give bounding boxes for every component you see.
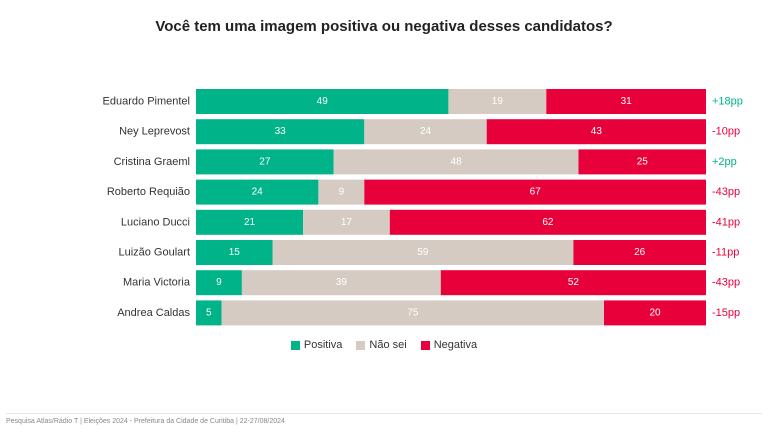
legend-label-nao-sei: Não sei bbox=[369, 339, 407, 351]
net-label-cristina-graeml: +2pp bbox=[712, 156, 737, 168]
bar-segment-nao-sei-luciano-ducci bbox=[303, 209, 390, 235]
data-label-positiva-roberto-requiao: 24 bbox=[252, 187, 264, 198]
data-label-negativa-maria-victoria: 52 bbox=[568, 277, 580, 288]
data-label-negativa-luciano-ducci: 62 bbox=[542, 217, 554, 228]
bar-segment-negativa-maria-victoria bbox=[440, 270, 706, 296]
bar-segment-negativa-ney-leprevost bbox=[486, 119, 706, 145]
net-label-maria-victoria: -43pp bbox=[712, 277, 740, 289]
bar-segment-negativa-luizao-goulart bbox=[573, 240, 706, 265]
category-label-maria-victoria: Maria Victoria bbox=[123, 277, 191, 289]
net-label-luciano-ducci: -41pp bbox=[712, 216, 740, 228]
bar-segment-nao-sei-eduardo-pimentel bbox=[448, 89, 547, 114]
data-label-nao-sei-roberto-requiao: 9 bbox=[339, 187, 345, 198]
data-label-nao-sei-luciano-ducci: 17 bbox=[341, 217, 353, 228]
bar-segment-nao-sei-luizao-goulart bbox=[272, 240, 574, 265]
category-label-luizao-goulart: Luizão Goulart bbox=[118, 247, 190, 259]
legend: Positiva Não sei Negativa bbox=[0, 339, 768, 351]
data-label-negativa-ney-leprevost: 43 bbox=[591, 126, 603, 137]
chart-title: Você tem uma imagem positiva ou negativa… bbox=[155, 18, 613, 35]
data-label-positiva-ney-leprevost: 33 bbox=[275, 126, 287, 137]
bar-segment-nao-sei-ney-leprevost bbox=[364, 119, 487, 145]
legend-label-positiva: Positiva bbox=[303, 339, 343, 351]
data-label-negativa-eduardo-pimentel: 31 bbox=[621, 96, 633, 107]
data-label-negativa-andrea-caldas: 20 bbox=[649, 307, 661, 318]
data-label-nao-sei-cristina-graeml: 48 bbox=[451, 156, 463, 167]
legend-swatch-nao-sei bbox=[356, 340, 366, 350]
data-label-positiva-andrea-caldas: 5 bbox=[206, 307, 212, 318]
legend-item-positiva: Positiva bbox=[290, 339, 343, 351]
bar-segment-positiva-cristina-graeml bbox=[196, 149, 334, 175]
bar-segment-negativa-luciano-ducci bbox=[389, 209, 706, 235]
legend-label-negativa: Negativa bbox=[433, 339, 478, 351]
net-label-andrea-caldas: -15pp bbox=[712, 307, 740, 319]
category-label-andrea-caldas: Andrea Caldas bbox=[117, 307, 190, 319]
bar-segment-negativa-eduardo-pimentel bbox=[546, 89, 706, 114]
data-label-negativa-luizao-goulart: 26 bbox=[634, 247, 646, 258]
data-label-positiva-maria-victoria: 9 bbox=[216, 277, 222, 288]
legend-item-nao-sei: Não sei bbox=[356, 339, 407, 351]
legend-swatch-negativa bbox=[420, 340, 430, 350]
bar-segment-positiva-luizao-goulart bbox=[196, 240, 273, 265]
data-label-positiva-luciano-ducci: 21 bbox=[244, 217, 256, 228]
category-label-cristina-graeml: Cristina Graeml bbox=[114, 156, 190, 168]
bar-segment-positiva-luciano-ducci bbox=[196, 209, 304, 235]
bar-segment-positiva-maria-victoria bbox=[196, 270, 242, 296]
bar-segment-nao-sei-cristina-graeml bbox=[333, 149, 579, 175]
footer-divider bbox=[6, 413, 762, 414]
bar-segment-negativa-roberto-requiao bbox=[364, 179, 706, 205]
bar-segment-negativa-cristina-graeml bbox=[578, 149, 706, 175]
bar-segment-nao-sei-andrea-caldas bbox=[221, 300, 604, 326]
bar-segment-positiva-roberto-requiao bbox=[196, 179, 319, 205]
data-label-nao-sei-eduardo-pimentel: 19 bbox=[492, 96, 504, 107]
legend-swatch-positiva bbox=[290, 340, 300, 350]
data-label-positiva-eduardo-pimentel: 49 bbox=[317, 96, 329, 107]
net-label-luizao-goulart: -11pp bbox=[712, 247, 739, 259]
net-label-roberto-requiao: -43pp bbox=[712, 186, 740, 198]
bar-segment-nao-sei-roberto-requiao bbox=[318, 179, 365, 205]
category-label-eduardo-pimentel: Eduardo Pimentel bbox=[103, 96, 190, 108]
category-label-ney-leprevost: Ney Leprevost bbox=[119, 126, 190, 138]
footer-source: Pesquisa Atlas/Rádio T | Eleições 2024 -… bbox=[6, 418, 285, 425]
data-label-positiva-luizao-goulart: 15 bbox=[229, 247, 241, 258]
data-label-nao-sei-luizao-goulart: 59 bbox=[417, 247, 429, 258]
net-label-eduardo-pimentel: +18pp bbox=[712, 96, 743, 108]
category-label-roberto-requiao: Roberto Requião bbox=[107, 186, 190, 198]
data-label-nao-sei-ney-leprevost: 24 bbox=[420, 126, 432, 137]
bar-segment-positiva-eduardo-pimentel bbox=[196, 89, 449, 114]
bar-segment-positiva-andrea-caldas bbox=[196, 300, 222, 326]
data-label-positiva-cristina-graeml: 27 bbox=[259, 156, 271, 167]
bar-segment-negativa-andrea-caldas bbox=[604, 300, 706, 326]
data-label-negativa-cristina-graeml: 25 bbox=[637, 156, 649, 167]
net-label-ney-leprevost: -10pp bbox=[712, 126, 740, 138]
data-label-nao-sei-maria-victoria: 39 bbox=[336, 277, 348, 288]
legend-item-negativa: Negativa bbox=[420, 339, 478, 351]
data-label-nao-sei-andrea-caldas: 75 bbox=[407, 307, 419, 318]
bar-segment-positiva-ney-leprevost bbox=[196, 119, 365, 145]
category-label-luciano-ducci: Luciano Ducci bbox=[121, 216, 190, 228]
data-label-negativa-roberto-requiao: 67 bbox=[530, 187, 542, 198]
bar-segment-nao-sei-maria-victoria bbox=[241, 270, 441, 296]
